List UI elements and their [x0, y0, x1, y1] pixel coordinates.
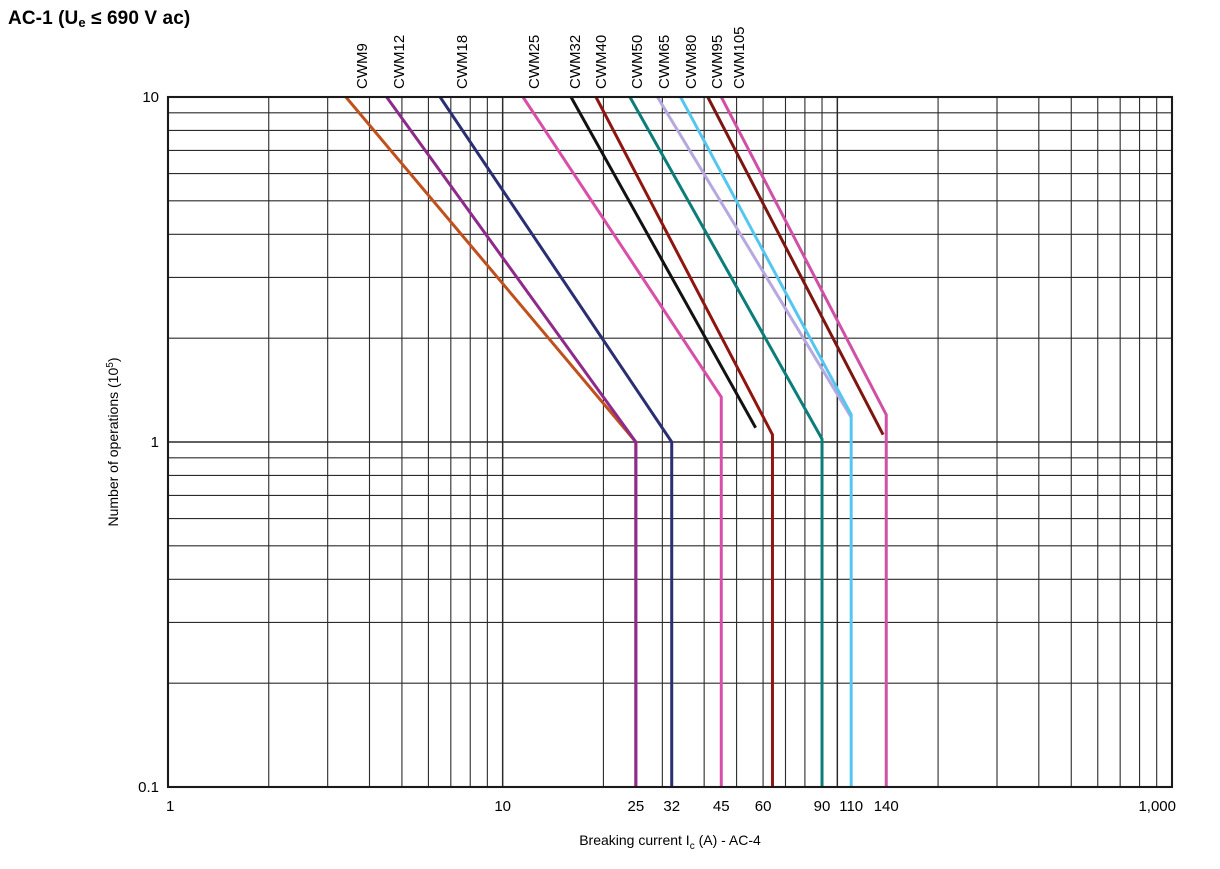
series-curve-cwm80 — [679, 96, 853, 787]
y-tick-labels: 10 1 0.1 — [138, 89, 159, 796]
plot-frame — [166, 95, 1174, 789]
series-curve-cwm95 — [706, 96, 885, 436]
series-curve-cwm18 — [438, 96, 674, 787]
series-label-cwm105: CWM105 — [731, 26, 748, 89]
series-label-cwm12: CWM12 — [391, 35, 408, 89]
x-tick-label: 140 — [874, 798, 899, 815]
series-label-cwm40: CWM40 — [593, 35, 610, 89]
x-tick-labels: 1 10 25 32 45 60 90 110 140 1,000 — [166, 798, 1176, 815]
y-axis-title-text: Number of operations (105) — [105, 358, 121, 527]
series-curve-cwm65 — [656, 96, 853, 418]
series-label-cwm80: CWM80 — [683, 35, 700, 89]
y-tick-label: 1 — [151, 434, 159, 451]
series-curve-cwm50 — [628, 96, 824, 787]
series-label-cwm18: CWM18 — [454, 35, 471, 89]
series-label-cwm25: CWM25 — [526, 35, 543, 89]
x-tick-label: 60 — [755, 798, 772, 815]
series-curve-cwm40 — [594, 96, 774, 787]
x-tick-label: 110 — [839, 798, 863, 815]
series-label-cwm50: CWM50 — [629, 35, 646, 89]
x-tick-label: 1 — [166, 798, 174, 815]
x-tick-label: 1,000 — [1138, 798, 1176, 815]
chart-title-suffix: ≤ 690 V ac) — [85, 8, 191, 29]
chart-title-subscript: e — [78, 15, 86, 30]
curves-layer — [344, 96, 888, 787]
series-labels: CWM9 CWM12 CWM18 CWM25 CWM32 CWM40 CWM50 CWM65 C… — [105, 26, 761, 852]
x-tick-label: 10 — [494, 798, 511, 815]
x-tick-label: 32 — [663, 798, 680, 815]
x-tick-label: 45 — [713, 798, 730, 815]
series-curve-cwm105 — [719, 96, 888, 787]
x-tick-label: 90 — [814, 798, 831, 815]
series-label-cwm95: CWM95 — [709, 35, 726, 89]
y-tick-label: 0.1 — [138, 779, 159, 796]
y-tick-label: 10 — [142, 89, 159, 106]
series-label-cwm65: CWM65 — [656, 35, 673, 89]
series-label-cwm9: CWM9 — [354, 43, 371, 89]
chart-title-prefix: AC-1 (U — [8, 8, 79, 29]
series-curve-cwm12 — [385, 96, 638, 787]
chart-title: AC-1 (Ue ≤ 690 V ac) — [8, 8, 190, 30]
series-label-cwm32: CWM32 — [567, 35, 584, 89]
series-curve-cwm32 — [569, 96, 757, 429]
x-tick-label: 25 — [628, 798, 645, 815]
x-axis-title-text: Breaking current Ic (A) - AC-4 — [579, 832, 761, 852]
series-curve-cwm25 — [521, 96, 723, 787]
